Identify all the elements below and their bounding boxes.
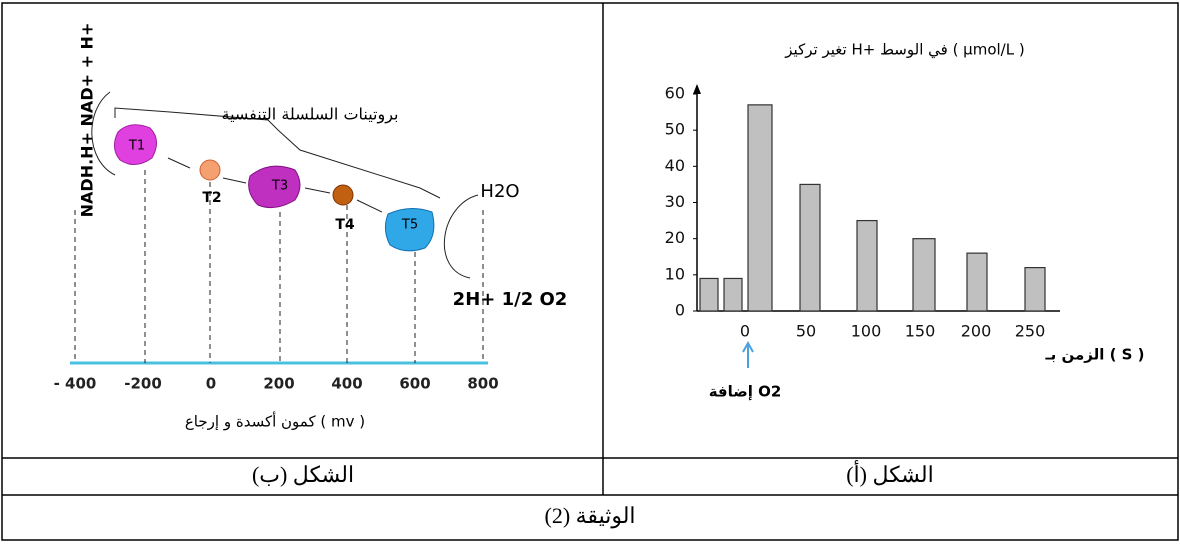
caption: الشكل (أ) [846,459,934,487]
y-tick-label: 0 [675,301,685,320]
dashed-lines [74,170,484,363]
arrow-head [742,340,754,353]
axis-tick-label: 800 [467,375,498,393]
protein-label: T4 [335,217,355,233]
x-tick-label: 50 [796,322,816,341]
axis-tick-label: -200 [124,375,162,393]
reactants: 2H+ 1/2 O2 [453,289,568,310]
x-tick-label: 200 [961,322,992,341]
caption: الشكل (ب) [252,462,354,487]
axis-tick-label: - 400 [54,375,97,393]
y-tick-label: 20 [665,228,685,247]
bar [856,219,878,312]
caption: الوثيقة (2) [544,503,635,529]
bracket [114,107,441,199]
protein-label: T2 [202,190,221,206]
bar [966,252,988,312]
y-tick-label: 60 [665,84,685,103]
axis-arrow [693,84,701,94]
axis-tick-label: 400 [331,375,362,393]
diagram: T1 T2 T3 T4 T5 بروتينات السلسلة التنفسية… [54,23,568,431]
axis-tick-label: 600 [399,375,430,393]
bar [799,183,821,312]
protein-shape [248,165,301,209]
chart-title: تغير تركيز H+ في الوسط ( µmol/L ) [784,41,1024,60]
protein-shape [199,159,221,181]
arrow [91,91,116,176]
axis-ticks: - 400 -200 0 200 400 600 800 [54,375,499,393]
bar [699,277,719,312]
product: H2O [480,181,519,202]
y-tick-label: 40 [665,156,685,175]
axis-label: كمون أكسدة و إرجاع ( mv ) [185,412,365,431]
protein-shape [114,124,157,165]
diagram-title: بروتينات السلسلة التنفسية [221,105,398,125]
left-label: NADH.H+ NAD+ + H+ [78,23,97,218]
bar [1024,267,1046,312]
x-tick-label: 100 [851,322,882,341]
protein-shape [332,184,354,206]
y-tick-label: 50 [665,120,685,139]
bar [723,277,743,312]
axis-tick-label: 200 [263,375,294,393]
bar [747,104,773,312]
protein-shape [384,208,435,252]
protein-label: T1 [128,139,145,154]
x-tick-label: 150 [905,322,936,341]
x-tick-label: 250 [1015,322,1046,341]
y-tick-label: 30 [665,192,685,211]
y-tick-label: 10 [665,264,685,283]
arrows [167,157,479,279]
x-tick-label: 0 [740,322,750,341]
bar [912,238,936,312]
annotation: إضافة O2 [709,383,782,401]
axis-tick-label: 0 [206,375,216,393]
protein-label: T5 [401,218,418,233]
protein-label: T3 [271,179,288,194]
x-axis-label: الزمن بـ ( S ) [1044,346,1144,364]
